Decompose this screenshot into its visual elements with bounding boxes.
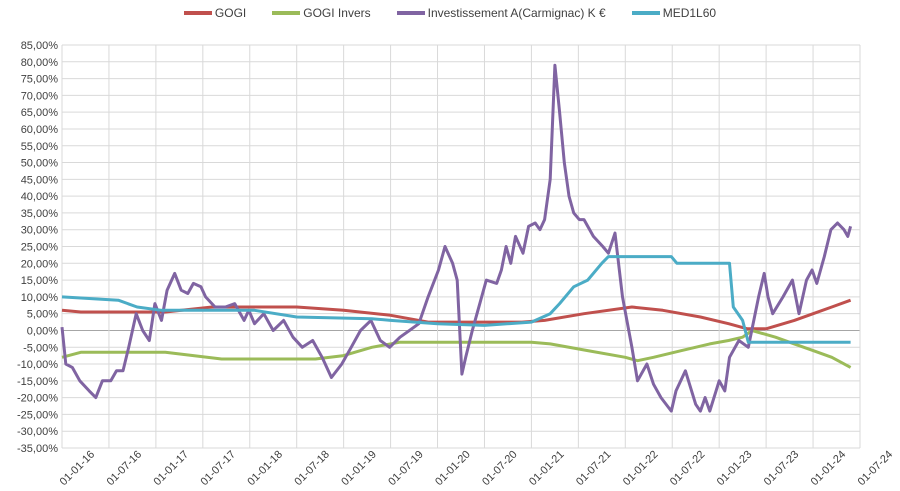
- y-tick-label: 5,00%: [27, 309, 58, 321]
- legend-label: GOGI: [214, 6, 247, 20]
- y-tick-label: 10,00%: [21, 292, 59, 304]
- y-tick-label: -20,00%: [17, 393, 58, 405]
- y-tick-label: 0,00%: [27, 325, 58, 337]
- y-tick-label: -35,00%: [17, 443, 58, 455]
- y-tick-label: 50,00%: [21, 158, 59, 170]
- x-tick-label: 01-07-19: [386, 448, 426, 488]
- x-tick-label: 01-01-24: [809, 448, 849, 488]
- y-tick-label: 85,00%: [21, 40, 59, 52]
- y-tick-label: 75,00%: [21, 74, 59, 86]
- legend-swatch: [272, 11, 301, 15]
- y-tick-label: -30,00%: [17, 426, 58, 438]
- y-tick-label: 25,00%: [21, 242, 59, 254]
- x-tick-label: 01-01-20: [433, 448, 473, 488]
- x-tick-label: 01-01-16: [58, 448, 98, 488]
- y-tick-label: 40,00%: [21, 191, 59, 203]
- legend-label: MED1L60: [662, 6, 717, 20]
- x-tick-label: 01-07-20: [480, 448, 520, 488]
- x-tick-label: 01-07-21: [574, 448, 614, 488]
- legend-swatch: [631, 11, 660, 15]
- x-tick-label: 01-01-23: [715, 448, 755, 488]
- legend-swatch: [396, 11, 425, 15]
- legend-item: GOGI: [183, 6, 247, 20]
- series-line-1: [61, 329, 852, 369]
- legend-swatch: [183, 11, 212, 15]
- series-line-0: [61, 298, 852, 331]
- y-tick-label: 55,00%: [21, 141, 59, 153]
- y-tick-label: -5,00%: [23, 342, 58, 354]
- x-tick-label: 01-01-22: [621, 448, 661, 488]
- x-tick-label: 01-07-16: [105, 448, 145, 488]
- series-line-3: [61, 255, 851, 344]
- series-line-2: [60, 63, 853, 413]
- x-tick-label: 01-01-19: [339, 448, 379, 488]
- y-tick-label: 35,00%: [21, 208, 59, 220]
- y-tick-label: 80,00%: [21, 57, 59, 69]
- x-tick-label: 01-01-18: [245, 448, 285, 488]
- legend-item: GOGI Invers: [272, 6, 371, 20]
- y-tick-label: 60,00%: [21, 124, 59, 136]
- x-tick-label: 01-07-24: [856, 448, 896, 488]
- y-tick-label: 20,00%: [21, 258, 59, 270]
- x-tick-label: 01-07-23: [762, 448, 802, 488]
- y-tick-label: 70,00%: [21, 90, 59, 102]
- legend-item: Investissement A(Carmignac) K €: [396, 6, 606, 20]
- y-tick-label: 30,00%: [21, 225, 59, 237]
- x-tick-label: 01-01-21: [527, 448, 567, 488]
- legend-label: Investissement A(Carmignac) K €: [427, 6, 606, 20]
- x-tick-label: 01-01-17: [152, 448, 192, 488]
- x-tick-label: 01-07-22: [668, 448, 708, 488]
- x-tick-label: 01-07-17: [198, 448, 238, 488]
- y-tick-label: -25,00%: [17, 409, 58, 421]
- legend-item: MED1L60: [631, 6, 717, 20]
- x-tick-label: 01-07-18: [292, 448, 332, 488]
- y-tick-label: 65,00%: [21, 107, 59, 119]
- y-tick-label: -15,00%: [17, 376, 58, 388]
- y-tick-label: 15,00%: [21, 275, 59, 287]
- legend-label: GOGI Invers: [303, 6, 371, 20]
- y-tick-label: -10,00%: [17, 359, 58, 371]
- y-tick-label: 45,00%: [21, 174, 59, 186]
- chart-legend: GOGI GOGI Invers Investissement A(Carmigna…: [0, 6, 900, 20]
